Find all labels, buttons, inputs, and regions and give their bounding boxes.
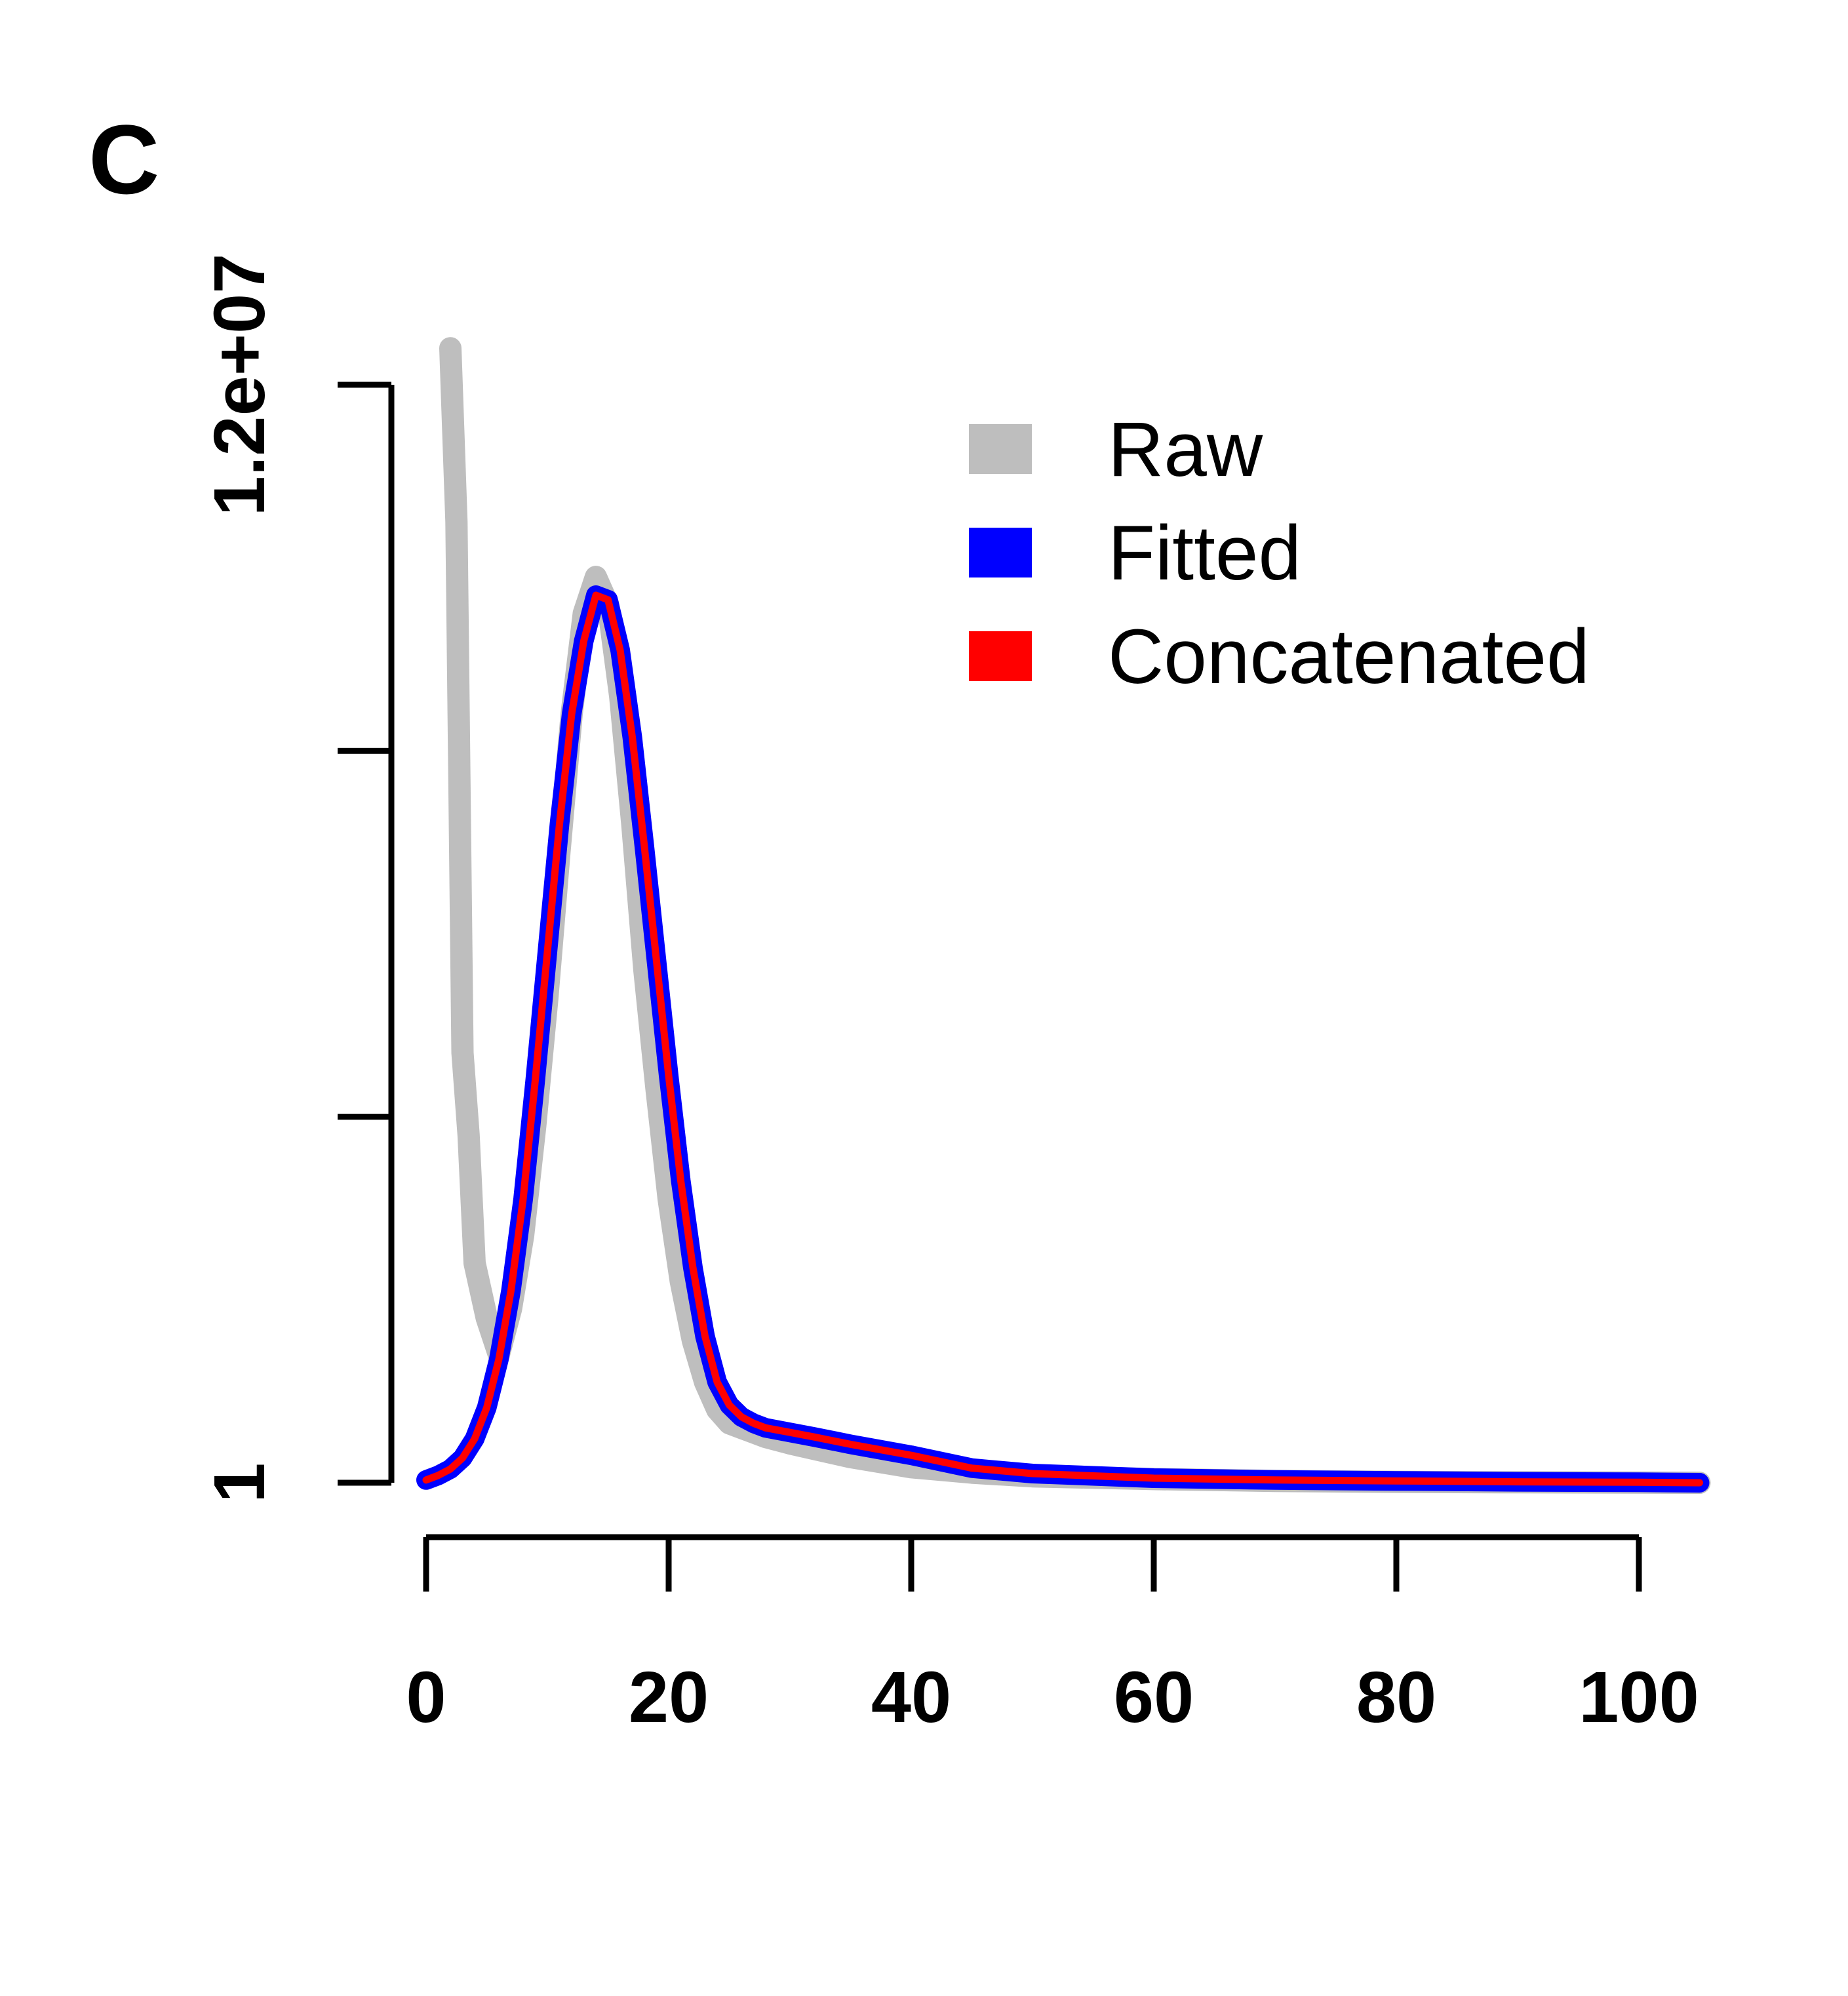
series-raw-line [439,337,1711,1494]
plot-lines [416,337,1711,1494]
legend-swatch-fitted [969,528,1032,577]
y-tick-label: 1 [199,1462,280,1502]
x-tick-label: 20 [629,1657,709,1738]
panel-label: C [88,104,159,214]
series-concatenated-line [422,591,1703,1487]
x-tick-label: 80 [1356,1657,1436,1738]
legend-swatch-raw [969,424,1032,474]
legend-label-concatenated: Concatenated [1108,614,1590,700]
y-tick-label: 1.2e+07 [199,254,280,517]
legend: Raw Fitted Concatenated [969,406,1590,700]
x-axis: 0 20 40 60 80 100 [406,1534,1699,1738]
x-tick-label: 60 [1114,1657,1194,1738]
legend-swatch-concatenated [969,631,1032,681]
x-tick-label: 40 [871,1657,951,1738]
legend-label-raw: Raw [1108,406,1263,493]
y-axis: 1 1.2e+07 [199,254,395,1503]
legend-label-fitted: Fitted [1108,510,1301,597]
x-tick-label: 100 [1579,1657,1699,1738]
x-tick-label: 0 [406,1657,446,1738]
